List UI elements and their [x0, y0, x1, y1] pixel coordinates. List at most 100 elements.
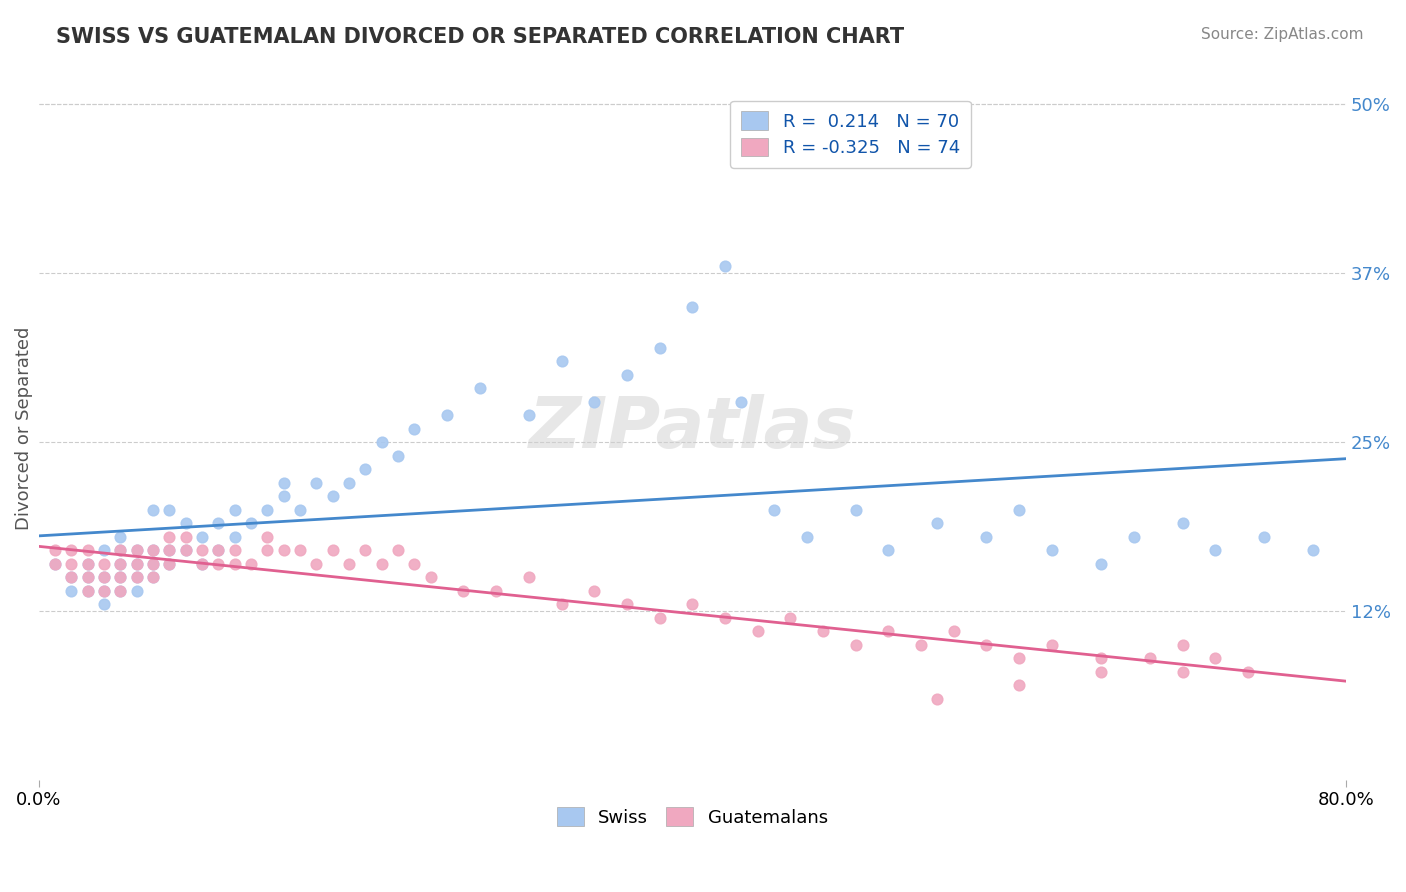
Point [76, 543, 98, 558]
Point [125, 557, 148, 571]
Point [256, 543, 278, 558]
Point [273, 489, 295, 503]
Point [110, 557, 132, 571]
Point [174, 543, 197, 558]
Point [125, 583, 148, 598]
Point [845, 638, 868, 652]
Point [1090, 665, 1112, 679]
Point [550, 354, 572, 368]
Point [1302, 543, 1324, 558]
Point [60, 570, 83, 584]
Point [305, 557, 328, 571]
Point [125, 543, 148, 558]
Point [337, 475, 360, 490]
Point [157, 557, 180, 571]
Point [157, 557, 180, 571]
Point [436, 408, 458, 422]
Point [305, 475, 328, 490]
Point [1171, 638, 1194, 652]
Point [60, 543, 83, 558]
Point [110, 570, 132, 584]
Text: SWISS VS GUATEMALAN DIVORCED OR SEPARATED CORRELATION CHART: SWISS VS GUATEMALAN DIVORCED OR SEPARATE… [56, 27, 904, 46]
Point [730, 394, 752, 409]
Point [110, 543, 132, 558]
Point [273, 475, 295, 490]
Point [387, 449, 409, 463]
Point [681, 300, 703, 314]
Point [354, 462, 377, 476]
Point [1008, 502, 1031, 516]
Point [779, 610, 801, 624]
Point [1171, 516, 1194, 530]
Point [110, 583, 132, 598]
Point [93, 570, 115, 584]
Point [1008, 678, 1031, 692]
Point [419, 570, 441, 584]
Point [240, 557, 263, 571]
Point [322, 489, 344, 503]
Point [76, 557, 98, 571]
Point [76, 557, 98, 571]
Point [240, 516, 263, 530]
Point [142, 557, 165, 571]
Point [714, 260, 737, 274]
Point [371, 557, 394, 571]
Point [125, 543, 148, 558]
Point [648, 341, 671, 355]
Point [714, 610, 737, 624]
Point [174, 543, 197, 558]
Point [616, 597, 638, 611]
Point [976, 638, 998, 652]
Point [877, 624, 900, 638]
Point [648, 610, 671, 624]
Point [224, 502, 246, 516]
Point [322, 543, 344, 558]
Point [616, 368, 638, 382]
Point [110, 543, 132, 558]
Point [142, 502, 165, 516]
Point [76, 570, 98, 584]
Point [142, 570, 165, 584]
Point [1040, 543, 1063, 558]
Point [517, 570, 540, 584]
Point [125, 570, 148, 584]
Point [125, 557, 148, 571]
Point [404, 557, 426, 571]
Point [583, 583, 606, 598]
Point [288, 543, 311, 558]
Point [485, 583, 508, 598]
Point [125, 570, 148, 584]
Point [942, 624, 965, 638]
Point [44, 543, 66, 558]
Point [44, 557, 66, 571]
Point [142, 543, 165, 558]
Point [404, 421, 426, 435]
Point [845, 502, 868, 516]
Point [110, 583, 132, 598]
Point [207, 543, 229, 558]
Point [191, 557, 214, 571]
Point [681, 597, 703, 611]
Point [110, 570, 132, 584]
Point [1040, 638, 1063, 652]
Point [207, 557, 229, 571]
Point [387, 543, 409, 558]
Point [174, 530, 197, 544]
Point [191, 557, 214, 571]
Point [93, 557, 115, 571]
Point [157, 543, 180, 558]
Point [1237, 665, 1260, 679]
Point [60, 583, 83, 598]
Point [468, 381, 491, 395]
Point [60, 570, 83, 584]
Point [207, 516, 229, 530]
Legend: Swiss, Guatemalans: Swiss, Guatemalans [550, 800, 835, 834]
Point [354, 543, 377, 558]
Point [927, 516, 949, 530]
Point [337, 557, 360, 571]
Point [796, 530, 818, 544]
Point [93, 570, 115, 584]
Point [224, 530, 246, 544]
Point [224, 543, 246, 558]
Point [1090, 651, 1112, 665]
